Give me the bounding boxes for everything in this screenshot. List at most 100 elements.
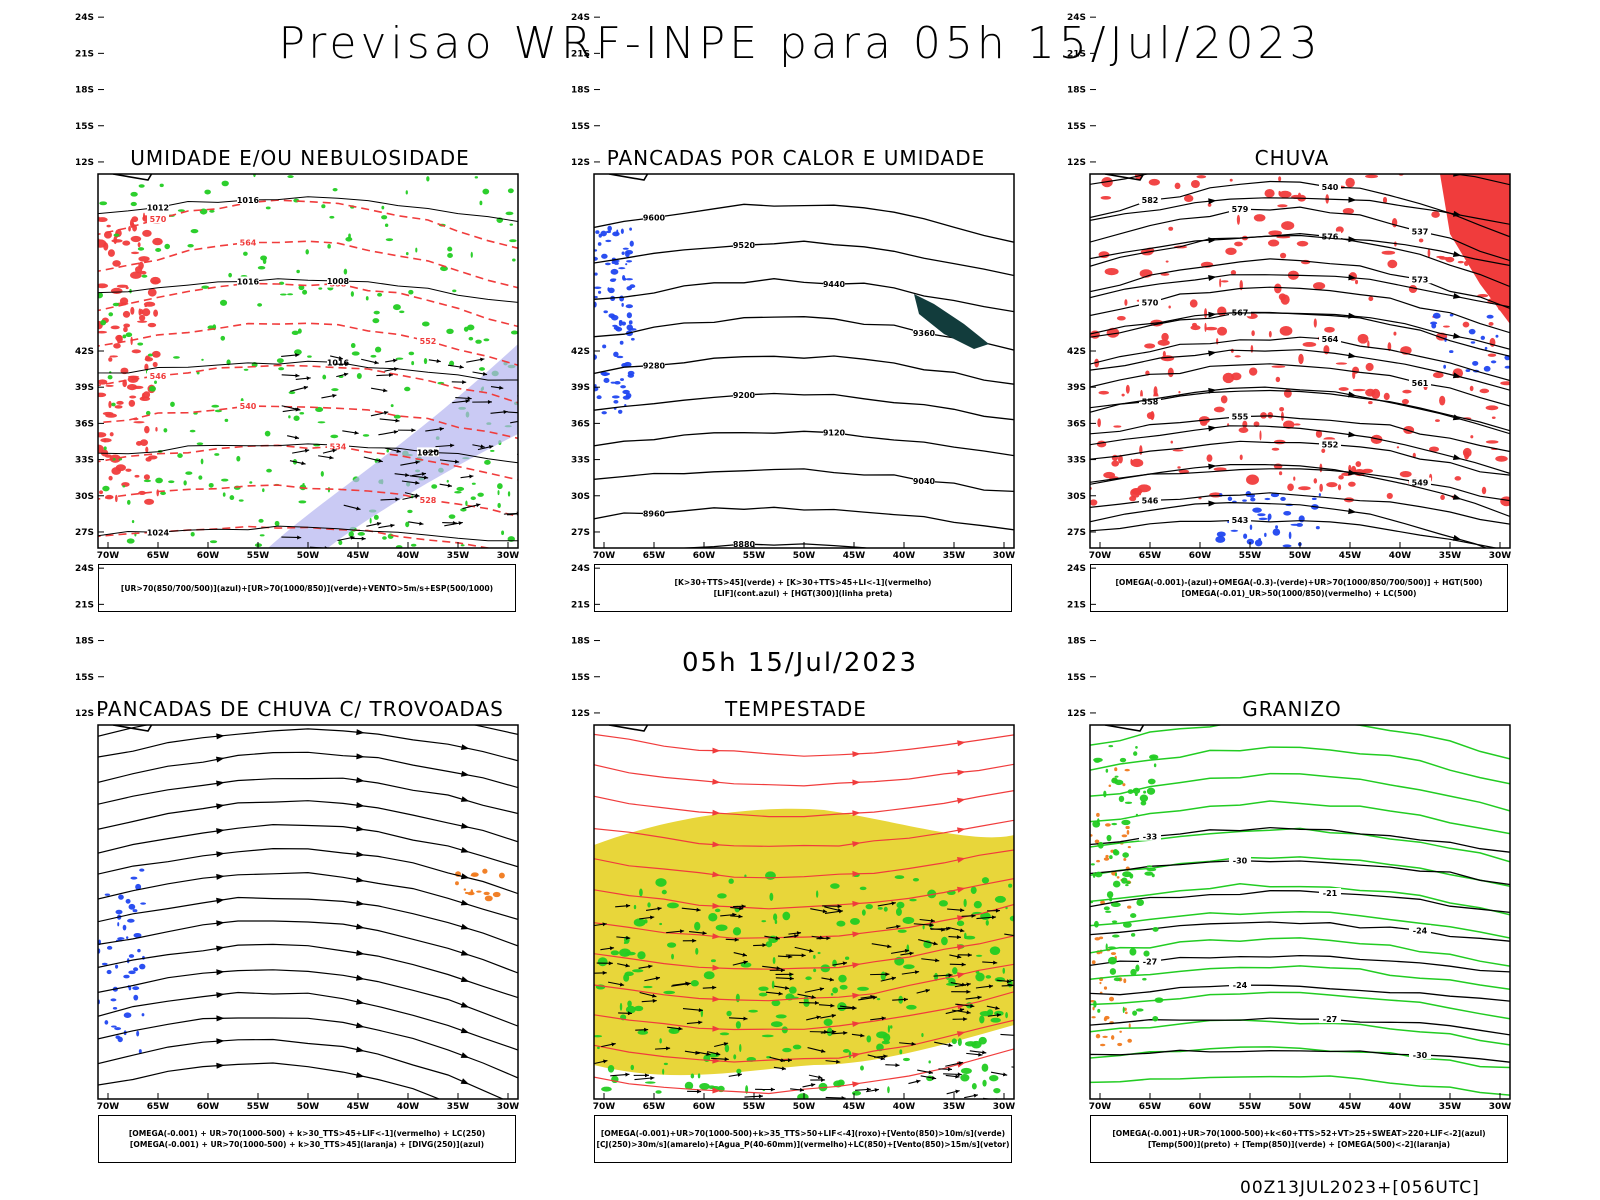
rain-blue-blob: [1268, 513, 1272, 519]
vector-head: [377, 522, 381, 526]
vector-head: [394, 430, 398, 434]
page-title: Previsao WRF-INPE para 05h 15/Jul/2023: [0, 18, 1600, 69]
lif-blue-blob: [618, 410, 622, 414]
humidity-green-blob: [305, 249, 308, 254]
lif-blue-blob: [611, 278, 616, 280]
wind850-green-blob: [664, 1063, 668, 1065]
temp850-green-blob: [1125, 802, 1132, 804]
thunder-orange-blob: [471, 872, 479, 877]
humidity-green-blob: [126, 332, 133, 337]
rain-red-blob: [1368, 296, 1373, 301]
hgt300-label: 9360: [913, 329, 936, 338]
wind850-green-blob: [862, 909, 866, 915]
wind850-green-blob: [898, 929, 907, 932]
humidity-green-blob: [352, 351, 360, 355]
lon-tick-label: 65W: [147, 1102, 170, 1112]
humidity-green-blob: [185, 471, 192, 475]
temp850-green-blob: [1123, 922, 1132, 928]
humidity-green-blob: [363, 434, 369, 437]
divergence-blue-blob: [133, 967, 138, 971]
lake-mark: [721, 75, 727, 79]
wind850-green-blob: [824, 1019, 833, 1026]
streamline: [1085, 387, 1510, 434]
rain-red-blob: [1272, 365, 1286, 368]
rain-red-blob: [1278, 176, 1281, 181]
divergence-blue-blob: [113, 1007, 117, 1010]
humidity-red-blob: [100, 438, 111, 442]
humidity-red-blob: [131, 252, 139, 255]
humidity-green-blob: [391, 404, 394, 407]
hgt500-label: 555: [1232, 413, 1249, 422]
rain-red-blob: [1168, 306, 1170, 309]
omega-orange-blob: [1104, 1016, 1109, 1020]
wind850-green-blob: [637, 951, 645, 959]
wind850-green-blob: [913, 878, 919, 882]
omega-orange-blob: [1122, 834, 1128, 837]
divergence-blue-blob: [140, 902, 146, 904]
stream-arrow: [216, 898, 224, 904]
pressure-label: 1020: [417, 448, 440, 457]
humidity-red-blob: [117, 285, 128, 288]
panel-title: CHUVA: [1052, 146, 1532, 170]
rain-red-blob: [1397, 446, 1399, 448]
humidity-green-blob: [431, 484, 437, 489]
lon-tick-label: 50W: [297, 551, 320, 561]
stream-arrow: [461, 1002, 470, 1008]
legend-line: [CJ(250)>30m/s](amarelo)+[Agua_P(40-60mm…: [596, 1139, 1009, 1150]
wind850-green-blob: [619, 948, 631, 956]
hgt500-label: 564: [1322, 335, 1339, 344]
wind850-green-blob: [1002, 968, 1005, 974]
rain-red-blob: [1184, 195, 1193, 202]
lat-tick-label: 12S: [1067, 158, 1086, 168]
humidity-green-blob: [263, 258, 266, 264]
humidity-green-blob: [490, 450, 494, 452]
humidity-red-blob: [123, 323, 130, 327]
hgt500-label: 570: [1142, 299, 1159, 308]
rain-red-blob: [1365, 389, 1375, 397]
humidity-green-blob: [260, 534, 265, 536]
omega-orange-blob: [1096, 860, 1100, 863]
humidity-green-blob: [221, 479, 228, 482]
panel-legend: [K>30+TTS>45](verde) + [K>30+TTS>45+LI<-…: [594, 564, 1012, 612]
humidity-red-blob: [130, 307, 134, 315]
divergence-blue-blob: [127, 919, 135, 923]
humidity-green-blob: [168, 480, 174, 483]
rain-red-blob: [1204, 308, 1207, 318]
rain-red-blob: [1470, 435, 1473, 438]
temp850-green-blob: [1129, 873, 1133, 878]
humidity-green-blob: [333, 188, 338, 191]
wind850-green-blob: [964, 899, 967, 907]
rain-red-blob: [1268, 240, 1279, 247]
wind850-green-blob: [860, 1065, 864, 1070]
humidity-green-blob: [482, 189, 489, 195]
lif-blue-blob: [623, 248, 629, 250]
stream-arrow: [1208, 426, 1216, 432]
vector-head: [821, 1078, 825, 1082]
humidity-green-blob: [249, 481, 252, 483]
humidity-green-blob: [225, 419, 229, 422]
lon-tick-label: 35W: [1439, 551, 1462, 561]
divergence-blue-blob: [139, 869, 144, 872]
rain-red-blob: [1147, 412, 1155, 419]
panel-title: PANCADAS POR CALOR E UMIDADE: [556, 146, 1036, 170]
lon-tick-label: 65W: [147, 551, 170, 561]
humidity-green-blob: [479, 367, 485, 371]
humidity-green-blob: [100, 320, 106, 325]
lif-blue-blob: [600, 231, 606, 237]
divergence-blue-blob: [129, 904, 136, 910]
humidity-green-blob: [183, 480, 186, 485]
wind850-green-blob: [626, 1006, 636, 1014]
wind850-green-blob: [691, 1073, 695, 1078]
wind850-green-blob: [659, 923, 662, 925]
humidity-red-blob: [113, 343, 121, 348]
wind850-green-blob: [975, 973, 984, 982]
lon-tick-label: 70W: [1089, 1102, 1112, 1112]
legend-line: [K>30+TTS>45](verde) + [K>30+TTS>45+LI<-…: [674, 577, 931, 588]
temp850-green-blob: [1109, 897, 1112, 901]
omega-orange-blob: [1125, 1012, 1128, 1015]
vector-head: [1025, 977, 1029, 981]
streamline: [93, 849, 518, 894]
omega-orange-blob: [1100, 1044, 1105, 1047]
thickness-label: 534: [330, 442, 347, 451]
rain-red-blob: [1384, 393, 1390, 400]
